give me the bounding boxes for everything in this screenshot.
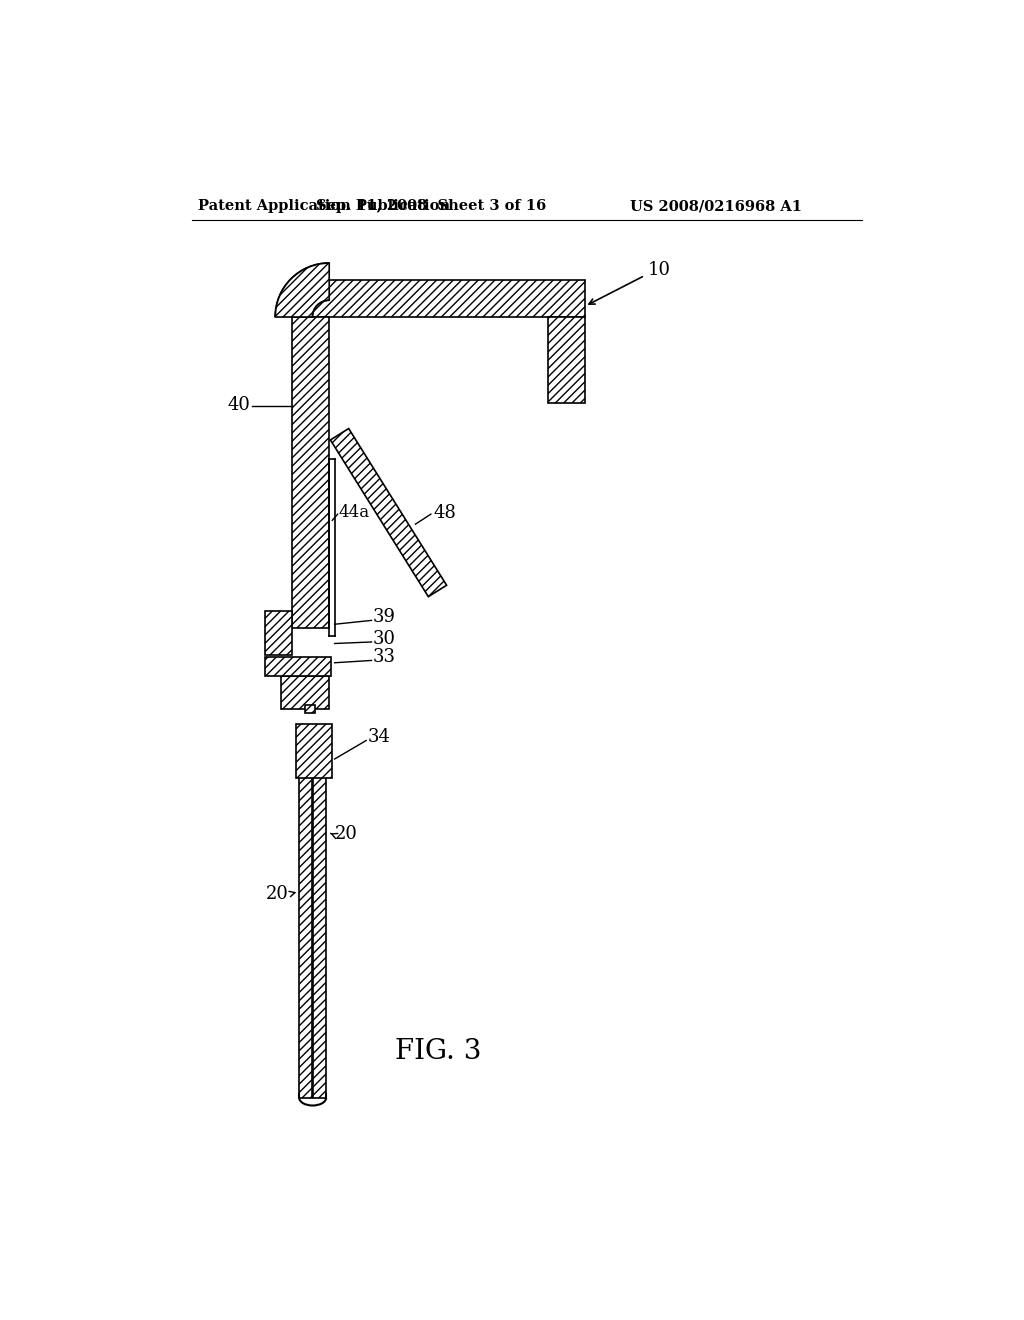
Text: 34: 34 <box>368 729 390 746</box>
Bar <box>313 751 326 1098</box>
Text: 33: 33 <box>373 648 396 667</box>
Bar <box>292 280 585 317</box>
Text: 10: 10 <box>648 261 671 279</box>
Polygon shape <box>331 429 446 597</box>
Bar <box>299 751 312 1098</box>
Text: US 2008/0216968 A1: US 2008/0216968 A1 <box>630 199 802 213</box>
Text: FIG. 3: FIG. 3 <box>395 1038 481 1065</box>
Wedge shape <box>275 263 330 317</box>
Text: 48: 48 <box>433 504 456 521</box>
Bar <box>292 243 330 280</box>
Text: 44a: 44a <box>339 504 370 521</box>
Bar <box>304 705 315 713</box>
Bar <box>296 725 333 779</box>
Bar <box>265 657 331 676</box>
Bar <box>281 676 330 709</box>
Bar <box>292 317 330 628</box>
Bar <box>548 317 585 404</box>
Text: Patent Application Publication: Patent Application Publication <box>199 199 451 213</box>
Text: 20: 20 <box>266 884 289 903</box>
Text: 30: 30 <box>373 630 396 648</box>
Text: 39: 39 <box>373 609 396 626</box>
Bar <box>265 611 292 655</box>
Text: 40: 40 <box>227 396 251 413</box>
Text: 20: 20 <box>335 825 357 843</box>
Text: Sep. 11, 2008  Sheet 3 of 16: Sep. 11, 2008 Sheet 3 of 16 <box>315 199 546 213</box>
